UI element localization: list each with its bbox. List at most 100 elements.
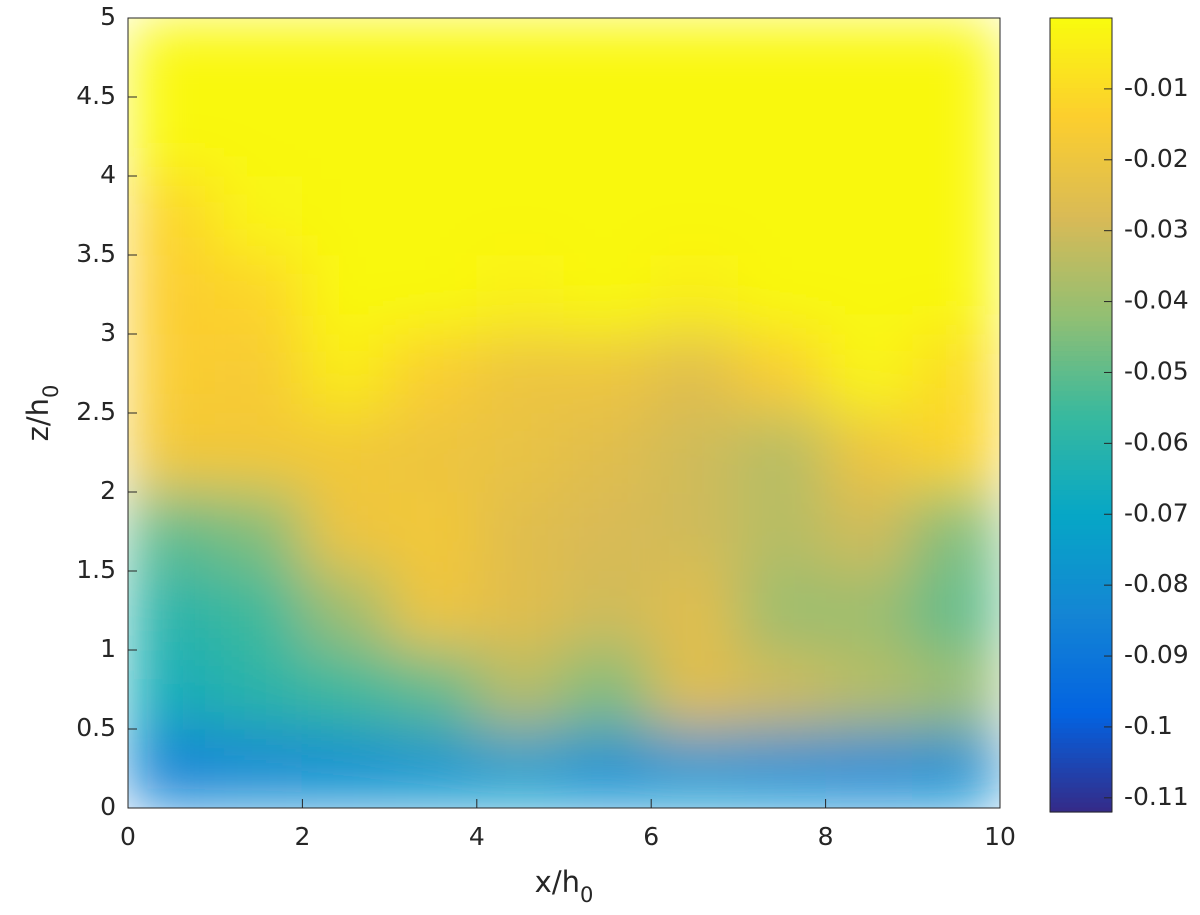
heatmap-cell (563, 254, 652, 335)
heatmap-cell (563, 96, 652, 177)
colorbar-swatch (1050, 42, 1112, 49)
heatmap-cell (650, 728, 739, 808)
heatmap-cell (214, 333, 303, 414)
x-tick-label: 4 (469, 822, 485, 851)
colorbar-swatch (1050, 87, 1112, 94)
colorbar-swatch (1050, 419, 1112, 426)
colorbar-swatch (1050, 613, 1112, 620)
colorbar-swatch (1050, 142, 1112, 148)
heatmap-cell (214, 570, 303, 651)
colorbar-swatch (1050, 648, 1112, 654)
axes: 0 2 4 6 8 10 0 0.5 1 1.5 2 2.5 3 3.5 4 4.5 5 (76, 2, 1016, 851)
colorbar-tick-label: -0.03 (1124, 215, 1189, 244)
heatmap-cell (476, 412, 565, 493)
heatmap-cells (128, 18, 1000, 808)
heatmap-cell (301, 175, 391, 256)
colorbar-swatch (1050, 271, 1112, 277)
colorbar-swatch (1050, 548, 1112, 555)
colorbar-swatch (1050, 474, 1112, 481)
x-tick-label: 6 (643, 822, 659, 851)
y-tick-label: 4.5 (76, 81, 116, 110)
colorbar-swatch (1050, 375, 1112, 381)
colorbar-swatch (1050, 325, 1112, 332)
heatmap-cell (912, 333, 1000, 414)
heatmap-cell (389, 649, 478, 730)
heatmap-cell (737, 254, 827, 335)
colorbar-swatch (1050, 682, 1112, 689)
colorbar-swatch (1050, 92, 1112, 98)
y-tick-label: 0.5 (76, 713, 116, 742)
colorbar-swatch (1050, 82, 1112, 89)
x-label-sub: 0 (580, 883, 593, 907)
x-tick-label: 0 (120, 822, 136, 851)
heatmap-cell (214, 728, 303, 808)
heatmap-cell (563, 333, 652, 414)
colorbar-swatch (1050, 132, 1112, 138)
colorbar-swatch (1050, 524, 1112, 530)
colorbar-swatch (1050, 186, 1112, 193)
heatmap-cell (825, 728, 914, 808)
colorbar-swatch (1050, 380, 1112, 386)
heatmap-cell (476, 570, 565, 651)
colorbar-tick-label: -0.11 (1124, 782, 1189, 811)
colorbar-swatch (1050, 151, 1112, 158)
heatmap-cell (563, 175, 652, 256)
heatmap-cell (214, 254, 303, 335)
colorbar-swatch (1050, 156, 1112, 163)
heatmap-cell (825, 333, 914, 414)
heatmap-cell (737, 18, 827, 98)
colorbar-swatch (1050, 797, 1112, 803)
colorbar-swatch (1050, 722, 1112, 729)
colorbar-tick-label: -0.07 (1124, 498, 1189, 527)
colorbar-tick-label: -0.04 (1124, 286, 1189, 315)
heatmap-cell (214, 491, 303, 572)
heatmap-cell (912, 412, 1000, 493)
y-tick-label: 5 (100, 2, 116, 31)
colorbar-swatch (1050, 692, 1112, 699)
colorbar-swatch (1050, 405, 1112, 411)
heatmap-cell (128, 412, 216, 493)
heatmap-cell (128, 570, 216, 651)
colorbar-swatch (1050, 122, 1112, 128)
heatmap-cell (737, 96, 827, 177)
heatmap-cell (563, 649, 652, 730)
colorbar-swatch (1050, 424, 1112, 431)
colorbar-swatch (1050, 553, 1112, 560)
colorbar-swatch (1050, 47, 1112, 54)
colorbar-swatch (1050, 350, 1112, 357)
colorbar-swatch (1050, 673, 1112, 679)
heatmap-cell (128, 18, 216, 98)
colorbar-swatch (1050, 290, 1112, 297)
y-tick-label: 1 (100, 634, 116, 663)
colorbar-swatch (1050, 563, 1112, 570)
colorbar-swatch (1050, 742, 1112, 749)
heatmap-cell (650, 570, 739, 651)
colorbar-swatch (1050, 489, 1112, 495)
colorbar-swatch (1050, 261, 1112, 267)
heatmap-cell (650, 254, 739, 335)
colorbar-swatch (1050, 251, 1112, 257)
heatmap-cell (301, 728, 391, 808)
colorbar-swatch (1050, 246, 1112, 252)
heatmap-cell (825, 649, 914, 730)
heatmap-cell (476, 254, 565, 335)
colorbar-swatch (1050, 360, 1112, 366)
heatmap-cell (301, 96, 391, 177)
heatmap-cell (650, 18, 739, 98)
colorbar-tick-label: -0.08 (1124, 569, 1189, 598)
colorbar-swatch (1050, 201, 1112, 208)
colorbar-swatch (1050, 52, 1112, 59)
heatmap-cell (476, 491, 565, 572)
colorbar-swatch (1050, 137, 1112, 143)
colorbar-swatch (1050, 439, 1112, 446)
heatmap-cell (389, 412, 478, 493)
colorbar-swatch (1050, 618, 1112, 625)
colorbar-swatch (1050, 320, 1112, 327)
colorbar-tick-label: -0.02 (1124, 144, 1189, 173)
colorbar-swatch (1050, 593, 1112, 600)
heatmap-cell (825, 18, 914, 98)
colorbar-swatch (1050, 747, 1112, 754)
y-tick-label: 4 (100, 160, 116, 189)
x-tick-label: 8 (818, 822, 834, 851)
heatmap-cell (912, 254, 1000, 335)
